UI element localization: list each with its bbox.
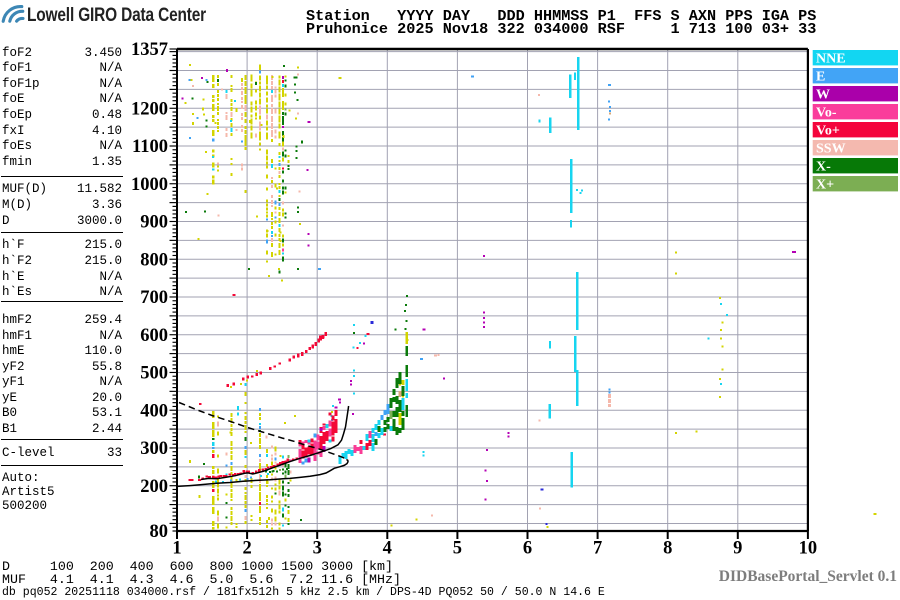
- svg-text:8: 8: [663, 539, 672, 559]
- svg-text:200: 200: [140, 477, 168, 497]
- svg-text:E: E: [816, 69, 825, 84]
- svg-text:X+: X+: [816, 177, 834, 192]
- svg-text:4: 4: [383, 539, 392, 559]
- svg-text:SSW: SSW: [816, 141, 846, 156]
- svg-text:2: 2: [242, 539, 251, 559]
- svg-text:W: W: [816, 87, 830, 102]
- svg-text:1357: 1357: [131, 40, 168, 60]
- svg-text:7: 7: [593, 539, 602, 559]
- svg-text:5: 5: [453, 539, 462, 559]
- svg-text:3: 3: [313, 539, 322, 559]
- svg-text:1000: 1000: [131, 175, 168, 195]
- svg-text:800: 800: [140, 250, 168, 270]
- svg-text:1: 1: [172, 539, 181, 559]
- svg-text:DIDBasePortal_Servlet 0.1: DIDBasePortal_Servlet 0.1: [719, 568, 897, 585]
- svg-text:600: 600: [140, 326, 168, 346]
- svg-text:Vo-: Vo-: [816, 105, 837, 120]
- svg-text:1200: 1200: [131, 100, 168, 120]
- svg-text:500: 500: [140, 364, 168, 384]
- svg-text:X-: X-: [816, 159, 831, 174]
- svg-text:80: 80: [150, 522, 169, 542]
- svg-text:900: 900: [140, 213, 168, 233]
- svg-text:1100: 1100: [132, 137, 168, 157]
- svg-text:10: 10: [799, 539, 818, 559]
- svg-text:400: 400: [140, 401, 168, 421]
- svg-text:6: 6: [523, 539, 532, 559]
- svg-text:NNE: NNE: [816, 51, 846, 66]
- svg-text:Vo+: Vo+: [816, 123, 840, 138]
- svg-text:700: 700: [140, 288, 168, 308]
- svg-text:9: 9: [733, 539, 742, 559]
- svg-text:300: 300: [140, 439, 168, 459]
